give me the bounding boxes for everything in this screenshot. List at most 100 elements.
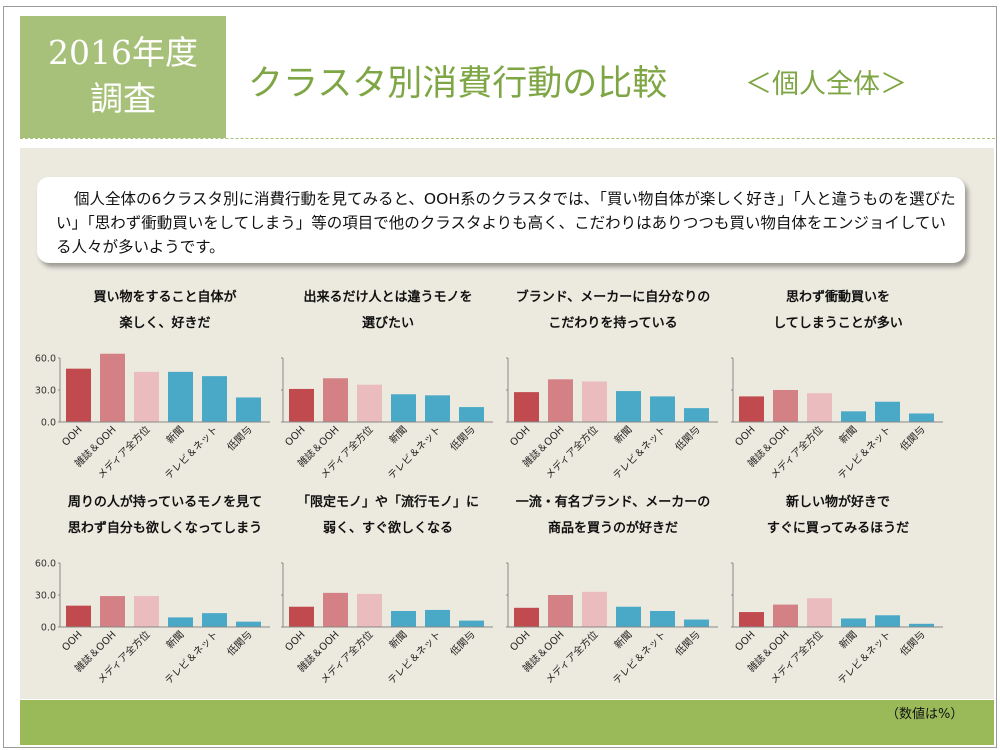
chart-title-line: 一流・有名ブランド、メーカーの	[515, 495, 711, 510]
bar	[134, 371, 159, 422]
bar	[459, 620, 484, 627]
bar	[807, 598, 832, 627]
category-label: 低関与	[897, 628, 927, 658]
bar	[168, 371, 193, 422]
category-label: OOH	[283, 629, 307, 653]
category-label: 低関与	[224, 628, 254, 658]
category-label: OOH	[60, 424, 84, 448]
chart-title-line: 思わず衝動買いを	[785, 290, 890, 305]
chart-title: 出来るだけ人とは違うモノを 選びたい	[278, 285, 498, 337]
bar	[684, 619, 709, 627]
bar	[425, 609, 450, 627]
bar	[100, 353, 125, 422]
y-tick-label: 30.0	[35, 591, 56, 602]
chart-title-line: こだわりを持っている	[548, 316, 678, 331]
bar	[357, 384, 382, 422]
chart-title-line: ブランド、メーカーに自分なりの	[515, 290, 711, 305]
bar	[739, 612, 764, 627]
chart-title-line: 弱く、すぐ欲しくなる	[322, 521, 453, 536]
chart-title-line: 「限定モノ」や「流行モノ」に	[296, 495, 479, 510]
chart-title: 「限定モノ」や「流行モノ」に 弱く、すぐ欲しくなる	[278, 490, 498, 542]
category-label: 新聞	[836, 423, 859, 446]
chart-title-line: 買い物をすること自体が	[93, 290, 237, 305]
bar	[548, 595, 573, 627]
category-label: 低関与	[672, 423, 702, 453]
year-label: 2016年度	[48, 33, 198, 72]
category-label: OOH	[508, 424, 532, 448]
chart-title-line: すぐに買ってみるほうだ	[766, 521, 910, 536]
bar	[168, 617, 193, 627]
chart-title: 一流・有名ブランド、メーカーの 商品を買うのが好きだ	[503, 490, 723, 542]
bar	[875, 401, 900, 422]
bar	[909, 413, 934, 422]
bar	[202, 613, 227, 627]
bar	[134, 596, 159, 627]
header-divider	[20, 138, 995, 139]
category-label: 低関与	[447, 423, 477, 453]
chart-title-line: 出来るだけ人とは違うモノを	[303, 290, 473, 305]
chart-title-line: してしまうことが多い	[773, 316, 903, 331]
category-label: OOH	[508, 629, 532, 653]
bar	[582, 591, 607, 627]
category-label: OOH	[733, 424, 757, 448]
bar	[289, 606, 314, 627]
summary-note-box	[37, 177, 965, 263]
category-label: OOH	[733, 629, 757, 653]
category-label: 低関与	[447, 628, 477, 658]
chart-title-line: 楽しく、好きだ	[119, 316, 211, 331]
bar	[841, 618, 866, 627]
bar	[616, 391, 641, 422]
bar	[616, 606, 641, 627]
chart-title-line: 選びたい	[361, 316, 414, 331]
category-label: 新聞	[386, 423, 409, 446]
survey-year-badge: 2016年度 調査	[20, 16, 226, 138]
bar	[202, 376, 227, 422]
category-label: 新聞	[611, 628, 634, 651]
bar	[66, 605, 91, 627]
chart-title: ブランド、メーカーに自分なりの こだわりを持っている	[503, 285, 723, 337]
chart-title-line: 思わず自分も欲しくなってしまう	[67, 521, 263, 536]
bar	[582, 381, 607, 422]
bar	[66, 368, 91, 422]
chart-title: 買い物をすること自体が 楽しく、好きだ	[55, 285, 275, 337]
y-tick-label: 0.0	[41, 623, 56, 634]
bar	[357, 593, 382, 627]
bar	[548, 379, 573, 422]
page-title: クラスタ別消費行動の比較	[248, 64, 668, 104]
bar	[391, 611, 416, 627]
bar	[514, 607, 539, 627]
category-label: 新聞	[836, 628, 859, 651]
survey-label: 調査	[90, 79, 156, 118]
y-tick-label: 30.0	[35, 386, 56, 397]
bar	[391, 394, 416, 422]
category-label: 新聞	[386, 628, 409, 651]
bar	[100, 596, 125, 627]
chart-title-line: 商品を買うのが好きだ	[547, 521, 678, 536]
category-label: 新聞	[611, 423, 634, 446]
bar	[773, 604, 798, 627]
bar	[425, 395, 450, 422]
bar	[650, 611, 675, 627]
bar	[773, 390, 798, 422]
category-label: OOH	[283, 424, 307, 448]
bar	[289, 388, 314, 422]
bar	[650, 396, 675, 422]
bar	[875, 615, 900, 627]
category-label: 新聞	[163, 628, 186, 651]
category-label: 新聞	[163, 423, 186, 446]
category-label: 低関与	[897, 423, 927, 453]
bar	[459, 407, 484, 422]
bar	[909, 623, 934, 627]
unit-note: （数値は%）	[886, 707, 964, 722]
bar	[684, 408, 709, 422]
y-tick-label: 0.0	[41, 418, 56, 429]
chart-title: 思わず衝動買いを してしまうことが多い	[728, 285, 948, 337]
y-tick-label: 60.0	[35, 559, 56, 570]
bar	[323, 592, 348, 627]
category-label: OOH	[60, 629, 84, 653]
